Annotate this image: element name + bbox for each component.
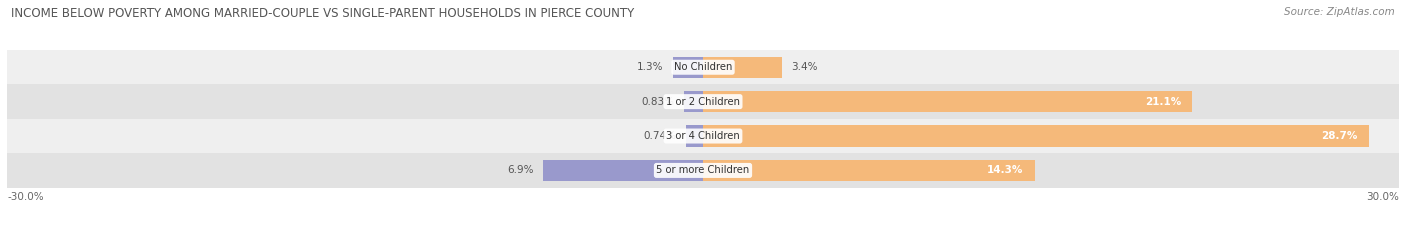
Bar (703, 160, 1035, 181)
Text: 0.83%: 0.83% (641, 97, 675, 107)
Bar (7, 153, 1399, 188)
Text: INCOME BELOW POVERTY AMONG MARRIED-COUPLE VS SINGLE-PARENT HOUSEHOLDS IN PIERCE : INCOME BELOW POVERTY AMONG MARRIED-COUPL… (11, 7, 634, 20)
Text: 3.4%: 3.4% (792, 62, 818, 72)
Text: 1.3%: 1.3% (637, 62, 664, 72)
Text: 14.3%: 14.3% (987, 165, 1024, 175)
Text: 5 or more Children: 5 or more Children (657, 165, 749, 175)
Bar (7, 50, 1399, 84)
Text: Source: ZipAtlas.com: Source: ZipAtlas.com (1284, 7, 1395, 17)
Text: 28.7%: 28.7% (1320, 131, 1357, 141)
Bar (7, 84, 1399, 119)
Text: 30.0%: 30.0% (1367, 192, 1399, 202)
Text: 6.9%: 6.9% (508, 165, 534, 175)
Bar (683, 91, 703, 112)
Bar (543, 160, 703, 181)
Bar (7, 119, 1399, 153)
Bar (686, 125, 703, 147)
Bar (703, 91, 1192, 112)
Bar (673, 57, 703, 78)
Text: -30.0%: -30.0% (7, 192, 44, 202)
Bar (703, 125, 1369, 147)
Text: 21.1%: 21.1% (1144, 97, 1181, 107)
Text: 3 or 4 Children: 3 or 4 Children (666, 131, 740, 141)
Text: 1 or 2 Children: 1 or 2 Children (666, 97, 740, 107)
Text: No Children: No Children (673, 62, 733, 72)
Text: 0.74%: 0.74% (644, 131, 676, 141)
Bar (703, 57, 782, 78)
